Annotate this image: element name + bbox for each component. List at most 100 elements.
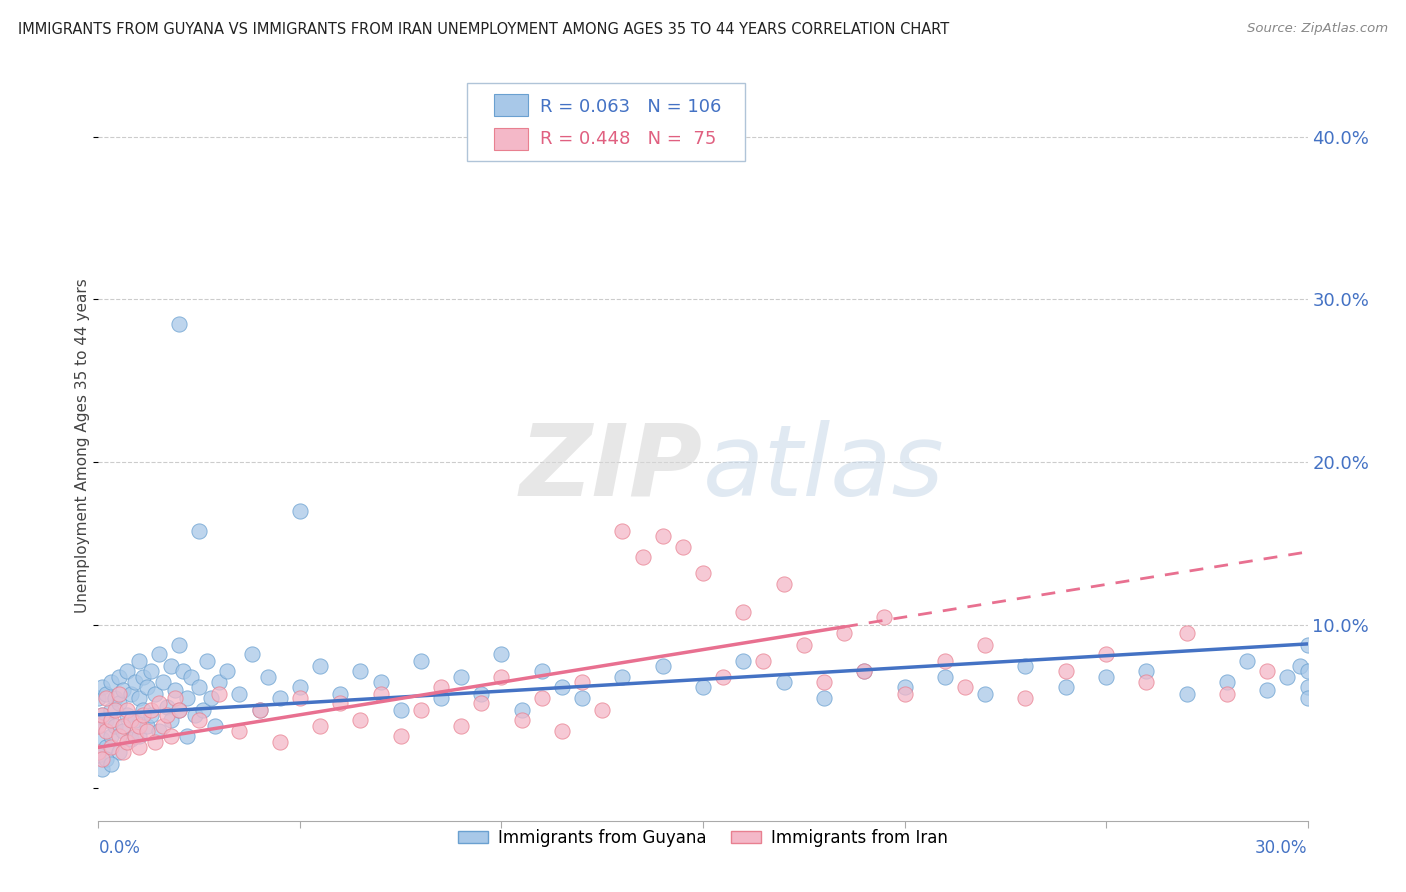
Point	[430, 680, 453, 694]
Point	[692, 566, 714, 580]
Point	[974, 638, 997, 652]
Point	[91, 707, 114, 722]
Point	[107, 687, 129, 701]
Point	[139, 703, 162, 717]
Point	[139, 707, 162, 722]
Point	[167, 703, 190, 717]
Point	[96, 740, 118, 755]
Point	[124, 675, 146, 690]
Point	[853, 664, 876, 678]
Point	[309, 719, 332, 733]
Point	[132, 707, 155, 722]
Point	[128, 729, 150, 743]
Text: 0.0%: 0.0%	[98, 839, 141, 857]
Text: ZIP: ZIP	[520, 420, 703, 517]
Point	[120, 732, 142, 747]
Point	[409, 703, 432, 717]
Point	[1256, 683, 1278, 698]
Point	[188, 713, 211, 727]
Point	[111, 745, 134, 759]
Point	[1014, 691, 1036, 706]
Point	[269, 735, 291, 749]
Point	[135, 724, 157, 739]
Point	[571, 691, 593, 706]
Point	[128, 691, 150, 706]
Point	[510, 703, 533, 717]
Point	[124, 713, 146, 727]
Point	[156, 699, 179, 714]
Point	[813, 691, 835, 706]
Point	[160, 729, 183, 743]
Point	[217, 664, 239, 678]
Point	[249, 703, 271, 717]
Legend: Immigrants from Guyana, Immigrants from Iran: Immigrants from Guyana, Immigrants from …	[451, 822, 955, 854]
Text: 30.0%: 30.0%	[1256, 839, 1308, 857]
Point	[120, 687, 142, 701]
Point	[612, 670, 634, 684]
Point	[672, 540, 695, 554]
Point	[370, 675, 392, 690]
Point	[115, 664, 138, 678]
Point	[96, 752, 118, 766]
Point	[1296, 638, 1319, 652]
Point	[124, 729, 146, 743]
Point	[934, 654, 956, 668]
Point	[200, 691, 222, 706]
Point	[91, 707, 114, 722]
Point	[120, 713, 142, 727]
Point	[107, 670, 129, 684]
Point	[160, 713, 183, 727]
Point	[269, 691, 291, 706]
Point	[349, 713, 371, 727]
Point	[832, 626, 855, 640]
Point	[551, 724, 574, 739]
Point	[288, 680, 311, 694]
Point	[103, 691, 125, 706]
Point	[1277, 670, 1299, 684]
Point	[163, 683, 186, 698]
Point	[115, 703, 138, 717]
Point	[733, 605, 755, 619]
Point	[87, 748, 110, 763]
Point	[167, 638, 190, 652]
Point	[1296, 680, 1319, 694]
Point	[349, 664, 371, 678]
Bar	[494, 94, 527, 116]
Point	[370, 687, 392, 701]
Point	[510, 713, 533, 727]
Text: R = 0.063   N = 106: R = 0.063 N = 106	[540, 97, 721, 116]
Point	[111, 724, 134, 739]
Point	[172, 664, 194, 678]
Point	[1135, 664, 1157, 678]
Point	[111, 719, 134, 733]
Point	[389, 703, 412, 717]
Point	[733, 654, 755, 668]
Point	[974, 687, 997, 701]
Point	[87, 719, 110, 733]
Point	[152, 719, 174, 733]
Point	[184, 707, 207, 722]
Point	[470, 687, 492, 701]
Point	[180, 670, 202, 684]
Point	[288, 504, 311, 518]
Point	[208, 687, 231, 701]
Point	[309, 659, 332, 673]
Point	[148, 724, 170, 739]
Point	[91, 680, 114, 694]
Point	[128, 719, 150, 733]
Point	[953, 680, 976, 694]
Point	[208, 675, 231, 690]
Point	[91, 752, 114, 766]
Point	[176, 691, 198, 706]
Point	[873, 610, 896, 624]
Point	[87, 745, 110, 759]
Point	[692, 680, 714, 694]
Point	[167, 317, 190, 331]
Point	[329, 687, 352, 701]
Point	[107, 745, 129, 759]
Text: R = 0.448   N =  75: R = 0.448 N = 75	[540, 130, 716, 148]
Point	[143, 735, 166, 749]
Point	[188, 680, 211, 694]
Text: IMMIGRANTS FROM GUYANA VS IMMIGRANTS FROM IRAN UNEMPLOYMENT AMONG AGES 35 TO 44 : IMMIGRANTS FROM GUYANA VS IMMIGRANTS FRO…	[18, 22, 949, 37]
Point	[571, 675, 593, 690]
